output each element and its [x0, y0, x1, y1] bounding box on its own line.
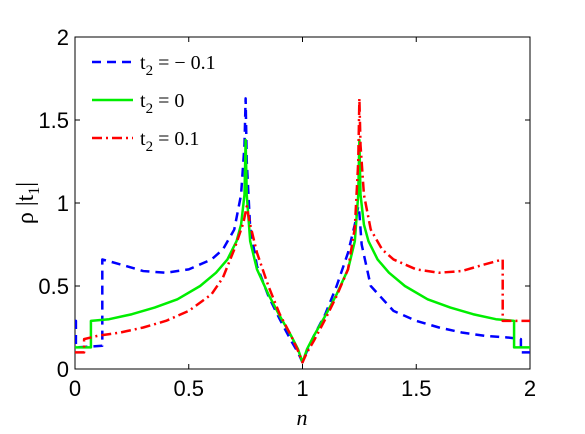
y-axis-title-main: ρ |t	[13, 194, 39, 224]
y-tick-label: 0.5	[38, 274, 69, 299]
legend-label-3: t2 = 0.1	[140, 128, 199, 155]
y-axis-title-subscript: 1	[26, 187, 43, 195]
x-tick-label: 2	[524, 376, 536, 401]
y-tick-label: 0	[57, 357, 69, 382]
series-line-3	[75, 97, 530, 364]
x-tick-label: 1	[296, 376, 308, 401]
x-tick-label: 0	[69, 376, 81, 401]
y-axis-title-close: |	[13, 182, 39, 187]
x-axis-title: n	[297, 405, 308, 430]
y-tick-label: 2	[57, 25, 69, 50]
series-layer	[75, 97, 530, 364]
x-tick-label: 0.5	[173, 376, 204, 401]
y-tick-label: 1	[57, 191, 69, 216]
y-tick-label: 1.5	[38, 108, 69, 133]
x-tick-label: 1.5	[401, 376, 432, 401]
legend-label-1: t2 = − 0.1	[140, 52, 216, 79]
plot-area	[74, 36, 531, 370]
legend: t2 = − 0.1 t2 = 0 t2 = 0.1	[92, 52, 216, 155]
y-axis-title: ρ |t1|	[13, 182, 43, 224]
legend-label-2: t2 = 0	[140, 90, 184, 117]
series-line-1	[75, 97, 530, 364]
tick-layer: 0 0.5 1 1.5 2 0 0.5 1 1.5 2	[38, 25, 536, 401]
